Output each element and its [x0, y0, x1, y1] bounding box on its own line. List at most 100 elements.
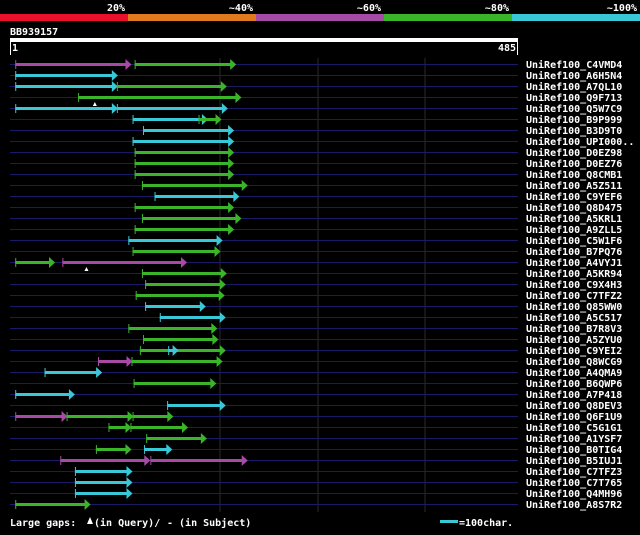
hit-segment-arrow: [111, 103, 118, 114]
hit-segment-arrow: [228, 202, 235, 213]
hit-segment: [44, 371, 98, 374]
hit-label[interactable]: UniRef100_Q9F713: [526, 92, 622, 104]
hit-segment-arrow: [218, 290, 225, 301]
hit-segment-arrow: [210, 378, 217, 389]
hit-label[interactable]: UniRef100_C5G1G1: [526, 422, 622, 434]
hit-segment-arrow: [220, 268, 227, 279]
hit-label[interactable]: UniRef100_A5KRL1: [526, 213, 622, 225]
hit-segment-arrow: [182, 422, 189, 433]
hit-segment-arrow: [172, 345, 179, 356]
hit-segment-arrow: [221, 103, 228, 114]
scale-bar-icon: [440, 520, 458, 523]
hit-label[interactable]: UniRef100_C9YEF6: [526, 191, 622, 203]
hit-segment: [198, 118, 217, 121]
hit-label[interactable]: UniRef100_Q4MH96: [526, 488, 622, 500]
hit-segment: [139, 349, 221, 352]
hit-segment-arrow: [216, 356, 223, 367]
hit-label[interactable]: UniRef100_Q5W7C9: [526, 103, 622, 115]
hit-segment-arrow: [235, 92, 242, 103]
legend-label: ~80%: [485, 3, 509, 14]
hit-segment-arrow: [219, 279, 226, 290]
hit-label[interactable]: UniRef100_Q8CMB1: [526, 169, 622, 181]
hit-label[interactable]: UniRef100_Q8D475: [526, 202, 622, 214]
hit-segment-arrow: [228, 158, 235, 169]
hit-segment-arrow: [219, 345, 226, 356]
hit-segment-arrow: [199, 301, 206, 312]
hit-label[interactable]: UniRef100_B9P999: [526, 114, 622, 126]
hit-segment: [141, 217, 237, 220]
hit-segment-arrow: [241, 180, 248, 191]
hit-segment-arrow: [127, 411, 134, 422]
hit-label[interactable]: UniRef100_Q8WCG9: [526, 356, 622, 368]
hit-label[interactable]: UniRef100_B5IUJ1: [526, 455, 622, 467]
hit-segment-arrow: [211, 323, 218, 334]
hit-segment: [62, 261, 182, 264]
hit-label[interactable]: UniRef100_B0TIG4: [526, 444, 622, 456]
hit-segment: [168, 349, 174, 352]
hit-segment: [66, 415, 129, 418]
hit-segment-arrow: [180, 257, 187, 268]
hit-segment-arrow: [235, 213, 242, 224]
hit-label[interactable]: UniRef100_UPI000..: [526, 136, 634, 148]
hit-label[interactable]: UniRef100_D0EZ98: [526, 147, 622, 159]
hit-label[interactable]: UniRef100_C5W1F6: [526, 235, 622, 247]
legend-color-bar: [0, 14, 128, 21]
legend-label: ~40%: [229, 3, 253, 14]
hit-label[interactable]: UniRef100_Q8DEV3: [526, 400, 622, 412]
hit-label[interactable]: UniRef100_A9ZLL5: [526, 224, 622, 236]
hit-label[interactable]: UniRef100_C7TFZ3: [526, 466, 622, 478]
hit-label[interactable]: UniRef100_B7R8V3: [526, 323, 622, 335]
hit-label[interactable]: UniRef100_A5C517: [526, 312, 622, 324]
hit-label[interactable]: UniRef100_A5Z511: [526, 180, 622, 192]
footer-gaps-label: Large gaps:: [10, 518, 76, 529]
hit-segment: [134, 206, 230, 209]
hit-label[interactable]: UniRef100_C7T765: [526, 477, 622, 489]
legend-color-bar: [512, 14, 640, 21]
query-end-label: 485: [498, 43, 516, 54]
hit-label[interactable]: UniRef100_D0EZ76: [526, 158, 622, 170]
hit-segment-arrow: [125, 422, 132, 433]
hit-label[interactable]: UniRef100_Q6F1U9: [526, 411, 622, 423]
hit-label[interactable]: UniRef100_A5ZYU0: [526, 334, 622, 346]
hit-segment: [132, 140, 230, 143]
hit-segment-arrow: [111, 81, 118, 92]
legend-label: ~100%: [607, 3, 637, 14]
query-start-label: 1: [12, 43, 18, 54]
hit-segment: [143, 129, 230, 132]
hit-label[interactable]: UniRef100_C9YEI2: [526, 345, 622, 357]
hit-label[interactable]: UniRef100_C4VMD4: [526, 59, 622, 71]
hit-label[interactable]: UniRef100_C9X4H3: [526, 279, 622, 291]
hit-segment: [116, 107, 223, 110]
hit-segment: [108, 426, 127, 429]
hit-label[interactable]: UniRef100_Q85WW0: [526, 301, 622, 313]
legend-color-bar: [384, 14, 512, 21]
hit-segment-arrow: [228, 125, 235, 136]
hit-segment: [15, 63, 127, 66]
hit-segment-arrow: [126, 466, 133, 477]
hit-label[interactable]: UniRef100_A4QMA9: [526, 367, 622, 379]
hit-segment: [141, 272, 222, 275]
hit-label[interactable]: UniRef100_A7QL10: [526, 81, 622, 93]
hit-label[interactable]: UniRef100_A1YSF7: [526, 433, 622, 445]
hit-label[interactable]: UniRef100_C7TFZ2: [526, 290, 622, 302]
hit-label[interactable]: UniRef100_A6H5N4: [526, 70, 622, 82]
hit-segment: [95, 448, 127, 451]
hit-segment: [134, 162, 230, 165]
hit-label[interactable]: UniRef100_A7P418: [526, 389, 622, 401]
hit-label[interactable]: UniRef100_A8S7R2: [526, 499, 622, 511]
hit-label[interactable]: UniRef100_A4VYJ1: [526, 257, 622, 269]
hit-label[interactable]: UniRef100_A5KR94: [526, 268, 622, 280]
hit-segment: [132, 250, 216, 253]
hit-label[interactable]: UniRef100_B7PQ76: [526, 246, 622, 258]
hit-segment-arrow: [220, 81, 227, 92]
hit-label[interactable]: UniRef100_B6QWP6: [526, 378, 622, 390]
hit-segment: [167, 404, 221, 407]
hit-segment-arrow: [96, 367, 103, 378]
hit-segment-arrow: [68, 389, 75, 400]
hit-segment-arrow: [144, 455, 151, 466]
hit-label[interactable]: UniRef100_B3D9T0: [526, 125, 622, 137]
hit-segment: [145, 305, 201, 308]
query-bar: [10, 38, 518, 42]
query-gap-icon: [87, 517, 93, 524]
